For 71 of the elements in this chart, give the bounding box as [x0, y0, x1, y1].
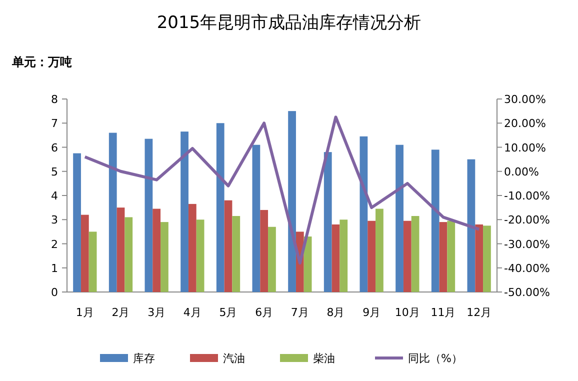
bar	[73, 153, 81, 292]
bar	[324, 152, 332, 292]
bar	[431, 150, 440, 292]
y2-tick-label: -30.00%	[504, 238, 550, 251]
bar	[252, 144, 260, 292]
bar	[340, 220, 348, 292]
legend-label: 同比（%）	[408, 352, 462, 365]
bar	[439, 222, 448, 292]
y-tick-label: 2	[51, 238, 58, 251]
y-tick-label: 4	[51, 190, 58, 202]
y-tick-label: 7	[51, 117, 58, 130]
bar	[152, 208, 161, 292]
y-tick-label: 5	[51, 165, 58, 178]
bar	[80, 214, 89, 292]
y2-tick-label: 10.00%	[504, 141, 546, 154]
y2-tick-label: 20.00%	[504, 117, 546, 130]
chart-title: 2015年昆明市成品油库存情况分析	[156, 13, 422, 33]
bar	[188, 204, 196, 292]
bar	[376, 208, 384, 292]
bar	[196, 220, 204, 292]
legend-label: 汽油	[223, 352, 245, 365]
y-tick-label: 1	[51, 262, 58, 275]
bar	[160, 222, 168, 292]
bar	[288, 111, 296, 292]
bar	[216, 123, 224, 292]
legend-label: 柴油	[313, 352, 335, 365]
bar	[108, 132, 117, 292]
bar	[268, 226, 276, 292]
y-tick-label: 0	[51, 286, 58, 299]
bar	[360, 136, 368, 292]
bar	[368, 220, 376, 292]
x-tick-label: 6月	[255, 306, 274, 319]
y-tick-label: 8	[51, 93, 58, 106]
line-series	[83, 116, 481, 265]
bar	[116, 208, 125, 292]
x-tick-label: 5月	[219, 306, 238, 319]
bar	[180, 132, 188, 292]
bar	[124, 217, 133, 292]
x-tick-label: 2月	[112, 306, 130, 319]
y2-tick-label: -40.00%	[504, 262, 550, 275]
x-tick-label: 12月	[466, 306, 492, 319]
y-tick-label: 6	[51, 141, 58, 154]
bar	[483, 226, 491, 292]
x-tick-label: 11月	[430, 306, 456, 319]
bar	[88, 232, 97, 292]
bar	[447, 220, 456, 292]
y2-tick-label: -50.00%	[504, 286, 550, 299]
bar	[411, 216, 420, 292]
legend-label: 库存	[133, 352, 155, 365]
x-tick-label: 9月	[362, 306, 381, 319]
x-tick-label: 8月	[326, 306, 345, 319]
text: 单元：万吨	[11, 55, 72, 69]
x-tick-label: 3月	[148, 306, 166, 319]
bar	[475, 224, 484, 292]
x-tick-label: 1月	[76, 306, 94, 319]
bar	[332, 224, 340, 292]
bar	[396, 144, 404, 292]
y2-tick-label: -20.00%	[504, 214, 550, 227]
bar	[467, 159, 476, 292]
y-tick-label: 3	[51, 214, 58, 227]
bar	[403, 220, 412, 292]
y2-tick-label: -10.00%	[504, 190, 550, 202]
x-tick-label: 4月	[183, 306, 202, 319]
y2-tick-label: 30.00%	[504, 93, 546, 106]
x-tick-label: 10月	[394, 306, 420, 319]
bar	[232, 216, 240, 292]
bar	[224, 200, 232, 292]
bar	[144, 138, 153, 292]
bar	[260, 210, 268, 292]
x-tick-label: 7月	[290, 306, 309, 319]
y2-tick-label: 0.00%	[504, 165, 539, 178]
